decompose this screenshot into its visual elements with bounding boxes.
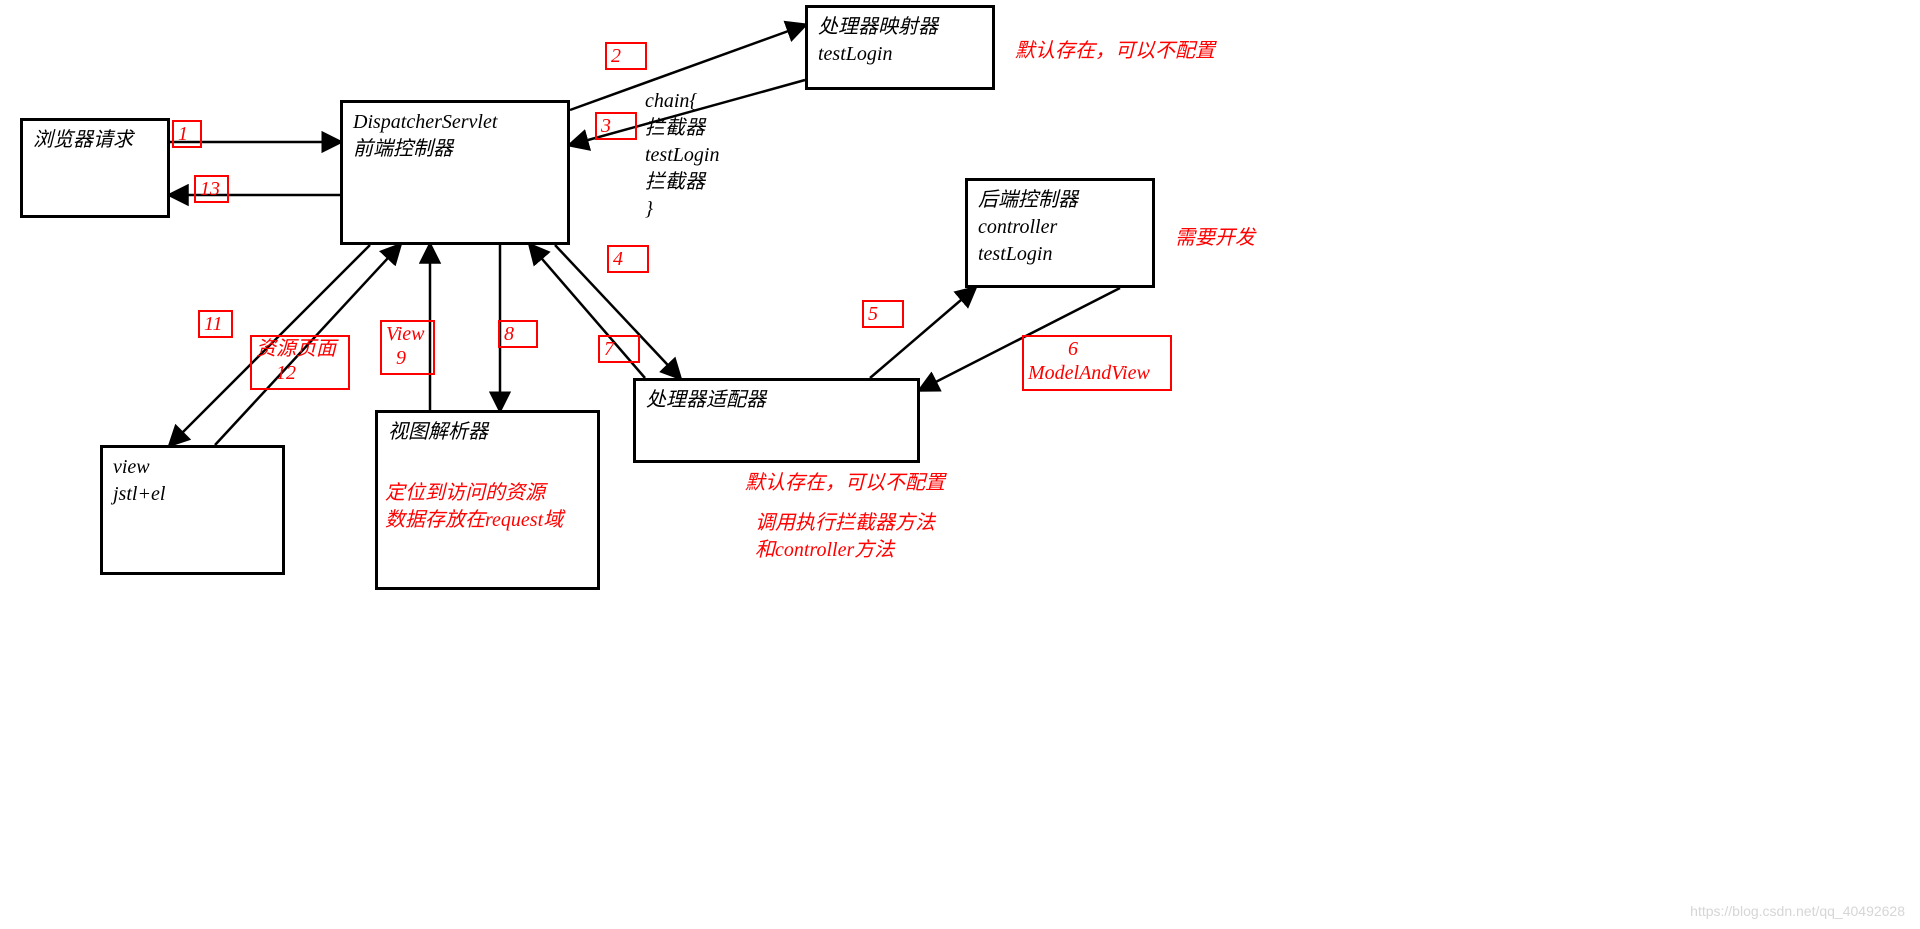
node-handler-mapping: 处理器映射器 testLogin xyxy=(805,5,995,90)
node-handler-adapter: 处理器适配器 xyxy=(633,378,920,463)
step-2-box: 2 xyxy=(605,42,647,70)
chain-interceptor-text: chain{ 拦截器 testLogin 拦截器} xyxy=(645,88,719,223)
node-view-jstl: view jstl+el xyxy=(100,445,285,575)
watermark-text: https://blog.csdn.net/qq_40492628 xyxy=(1690,903,1905,919)
step-9-view-box: View 9 xyxy=(380,320,435,375)
step-11-box: 11 xyxy=(198,310,233,338)
annotation-resolver-locate: 定位到访问的资源数据存放在request域 xyxy=(385,480,563,534)
step-3-box: 3 xyxy=(595,112,637,140)
step-5-box: 5 xyxy=(862,300,904,328)
annotation-adapter-invoke: 调用执行拦截器方法和controller方法 xyxy=(755,510,935,564)
step-4-box: 4 xyxy=(607,245,649,273)
edges-layer xyxy=(0,0,1920,929)
annotation-adapter-default: 默认存在，可以不配置 xyxy=(745,470,945,497)
node-browser-request: 浏览器请求 xyxy=(20,118,170,218)
step-6-modelandview-box: 6 ModelAndView xyxy=(1022,335,1172,391)
node-dispatcher-servlet: DispatcherServlet前端控制器 xyxy=(340,100,570,245)
step-7-box: 7 xyxy=(598,335,640,363)
step-13-box: 13 xyxy=(194,175,229,203)
step-1-box: 1 xyxy=(172,120,202,148)
annotation-mapper-default: 默认存在，可以不配置 xyxy=(1015,38,1215,65)
step-8-box: 8 xyxy=(498,320,538,348)
annotation-controller-develop: 需要开发 xyxy=(1175,225,1255,252)
node-backend-controller: 后端控制器controllertestLogin xyxy=(965,178,1155,288)
step-12-resource-box: 资源页面 12 xyxy=(250,335,350,390)
